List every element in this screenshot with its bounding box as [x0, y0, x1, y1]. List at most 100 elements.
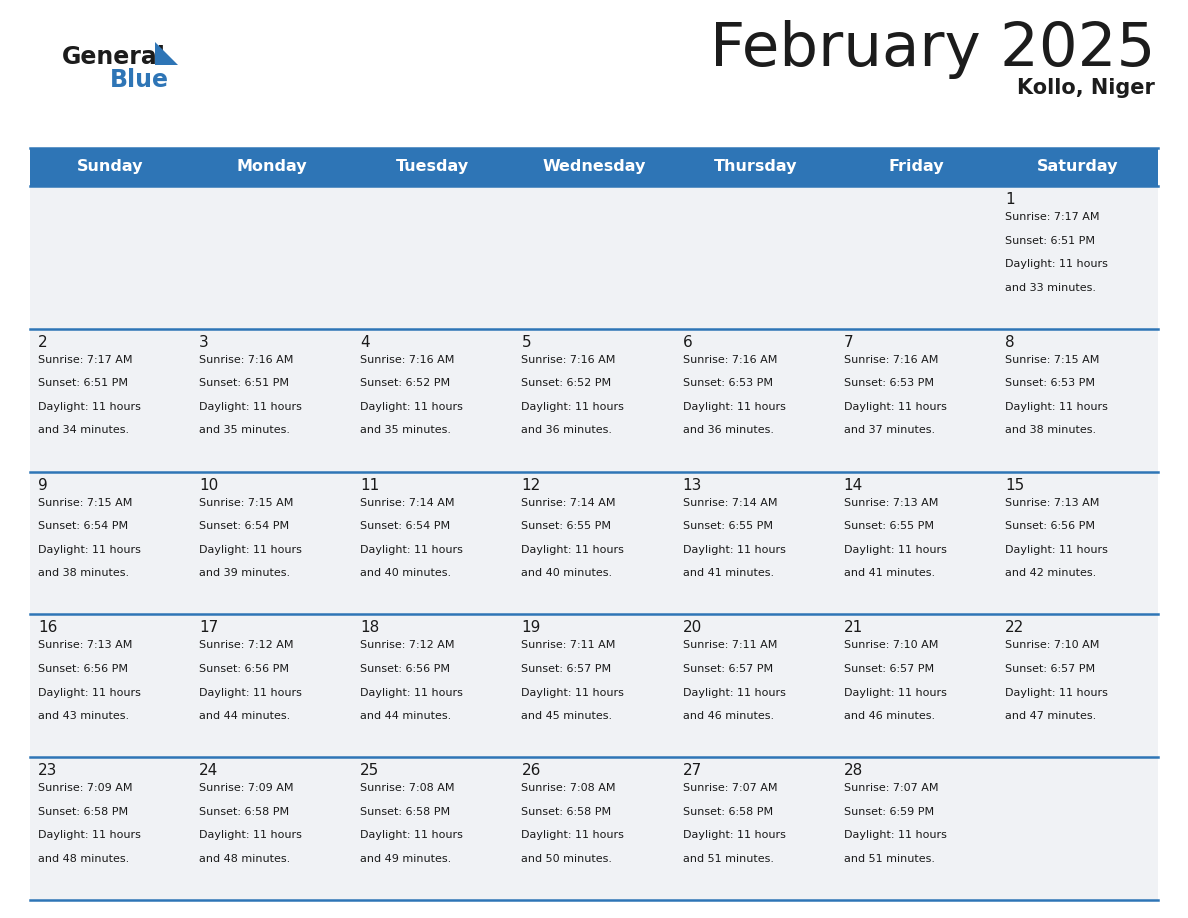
Text: Sunrise: 7:08 AM: Sunrise: 7:08 AM [522, 783, 615, 793]
Text: and 51 minutes.: and 51 minutes. [843, 854, 935, 864]
Text: and 42 minutes.: and 42 minutes. [1005, 568, 1097, 578]
Text: 27: 27 [683, 763, 702, 778]
Text: Daylight: 11 hours: Daylight: 11 hours [38, 544, 141, 554]
Text: February 2025: February 2025 [709, 20, 1155, 79]
Text: Daylight: 11 hours: Daylight: 11 hours [200, 688, 302, 698]
Text: Daylight: 11 hours: Daylight: 11 hours [1005, 259, 1107, 269]
Text: Daylight: 11 hours: Daylight: 11 hours [38, 688, 141, 698]
Text: Daylight: 11 hours: Daylight: 11 hours [522, 830, 625, 840]
Text: and 46 minutes.: and 46 minutes. [683, 711, 773, 721]
Bar [513, 329, 675, 472]
Text: Sunrise: 7:16 AM: Sunrise: 7:16 AM [843, 354, 939, 364]
Bar [997, 186, 1158, 329]
Text: Sunrise: 7:14 AM: Sunrise: 7:14 AM [683, 498, 777, 508]
Text: Sunrise: 7:16 AM: Sunrise: 7:16 AM [683, 354, 777, 364]
Text: 10: 10 [200, 477, 219, 493]
Bar [675, 186, 835, 329]
Text: General: General [62, 45, 166, 69]
Text: 28: 28 [843, 763, 862, 778]
Text: and 34 minutes.: and 34 minutes. [38, 425, 129, 435]
Text: Daylight: 11 hours: Daylight: 11 hours [38, 402, 141, 412]
Text: Sunset: 6:51 PM: Sunset: 6:51 PM [1005, 236, 1095, 245]
Bar [191, 472, 353, 614]
Text: Daylight: 11 hours: Daylight: 11 hours [360, 830, 463, 840]
Text: and 37 minutes.: and 37 minutes. [843, 425, 935, 435]
Text: Daylight: 11 hours: Daylight: 11 hours [200, 830, 302, 840]
Text: and 35 minutes.: and 35 minutes. [200, 425, 290, 435]
Text: Daylight: 11 hours: Daylight: 11 hours [843, 830, 947, 840]
Text: and 44 minutes.: and 44 minutes. [200, 711, 290, 721]
Text: 12: 12 [522, 477, 541, 493]
Text: Daylight: 11 hours: Daylight: 11 hours [38, 830, 141, 840]
Text: 17: 17 [200, 621, 219, 635]
Text: 15: 15 [1005, 477, 1024, 493]
Text: and 39 minutes.: and 39 minutes. [200, 568, 290, 578]
Bar [353, 472, 513, 614]
Text: Daylight: 11 hours: Daylight: 11 hours [843, 688, 947, 698]
Text: Wednesday: Wednesday [542, 160, 646, 174]
Bar [191, 614, 353, 757]
Text: Daylight: 11 hours: Daylight: 11 hours [843, 402, 947, 412]
Bar [997, 614, 1158, 757]
Text: Sunset: 6:51 PM: Sunset: 6:51 PM [200, 378, 289, 388]
Bar [675, 472, 835, 614]
Text: 16: 16 [38, 621, 57, 635]
Text: Sunrise: 7:16 AM: Sunrise: 7:16 AM [522, 354, 615, 364]
Text: Sunset: 6:52 PM: Sunset: 6:52 PM [360, 378, 450, 388]
Text: and 41 minutes.: and 41 minutes. [843, 568, 935, 578]
Bar [353, 614, 513, 757]
Text: and 51 minutes.: and 51 minutes. [683, 854, 773, 864]
Text: Sunrise: 7:11 AM: Sunrise: 7:11 AM [683, 641, 777, 650]
Text: Daylight: 11 hours: Daylight: 11 hours [843, 544, 947, 554]
Text: 21: 21 [843, 621, 862, 635]
Text: 22: 22 [1005, 621, 1024, 635]
Bar [191, 329, 353, 472]
Text: Sunrise: 7:09 AM: Sunrise: 7:09 AM [200, 783, 293, 793]
Text: Sunrise: 7:12 AM: Sunrise: 7:12 AM [200, 641, 293, 650]
Text: and 48 minutes.: and 48 minutes. [200, 854, 290, 864]
Text: Sunrise: 7:15 AM: Sunrise: 7:15 AM [1005, 354, 1099, 364]
Bar [30, 148, 1158, 186]
Text: 19: 19 [522, 621, 541, 635]
Text: 2: 2 [38, 335, 48, 350]
Text: 24: 24 [200, 763, 219, 778]
Text: Sunset: 6:56 PM: Sunset: 6:56 PM [1005, 521, 1095, 532]
Text: Daylight: 11 hours: Daylight: 11 hours [683, 688, 785, 698]
Text: and 43 minutes.: and 43 minutes. [38, 711, 129, 721]
Text: Sunset: 6:57 PM: Sunset: 6:57 PM [683, 664, 772, 674]
Text: and 45 minutes.: and 45 minutes. [522, 711, 613, 721]
Text: Daylight: 11 hours: Daylight: 11 hours [360, 688, 463, 698]
Bar [30, 757, 191, 900]
Text: Sunset: 6:55 PM: Sunset: 6:55 PM [522, 521, 612, 532]
Text: Daylight: 11 hours: Daylight: 11 hours [360, 544, 463, 554]
Text: Monday: Monday [236, 160, 307, 174]
Text: and 36 minutes.: and 36 minutes. [522, 425, 613, 435]
Text: Sunset: 6:58 PM: Sunset: 6:58 PM [200, 807, 289, 817]
Text: and 48 minutes.: and 48 minutes. [38, 854, 129, 864]
Text: Sunrise: 7:16 AM: Sunrise: 7:16 AM [360, 354, 455, 364]
Text: 13: 13 [683, 477, 702, 493]
Text: 5: 5 [522, 335, 531, 350]
Text: Sunset: 6:56 PM: Sunset: 6:56 PM [360, 664, 450, 674]
Bar [675, 329, 835, 472]
Text: 25: 25 [360, 763, 379, 778]
Text: and 44 minutes.: and 44 minutes. [360, 711, 451, 721]
Text: Friday: Friday [889, 160, 944, 174]
Text: 1: 1 [1005, 192, 1015, 207]
Text: Daylight: 11 hours: Daylight: 11 hours [1005, 544, 1107, 554]
Text: Blue: Blue [110, 68, 169, 92]
Text: 4: 4 [360, 335, 369, 350]
Bar [675, 757, 835, 900]
Bar [513, 472, 675, 614]
Text: Sunday: Sunday [77, 160, 144, 174]
Bar [835, 472, 997, 614]
Text: 6: 6 [683, 335, 693, 350]
Text: Sunset: 6:53 PM: Sunset: 6:53 PM [1005, 378, 1095, 388]
Text: Sunset: 6:58 PM: Sunset: 6:58 PM [522, 807, 612, 817]
Text: Daylight: 11 hours: Daylight: 11 hours [683, 544, 785, 554]
Text: Sunset: 6:59 PM: Sunset: 6:59 PM [843, 807, 934, 817]
Text: Sunrise: 7:10 AM: Sunrise: 7:10 AM [843, 641, 939, 650]
Text: Sunrise: 7:15 AM: Sunrise: 7:15 AM [200, 498, 293, 508]
Text: Sunrise: 7:14 AM: Sunrise: 7:14 AM [522, 498, 615, 508]
Text: Sunset: 6:55 PM: Sunset: 6:55 PM [683, 521, 772, 532]
